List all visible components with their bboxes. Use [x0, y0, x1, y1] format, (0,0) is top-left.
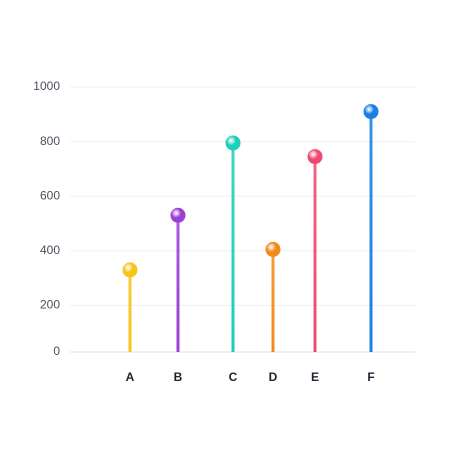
x-tick-label: F: [367, 370, 374, 384]
y-tick-label: 600: [40, 188, 60, 202]
x-tick-label: E: [311, 370, 319, 384]
dot: [307, 149, 323, 165]
stem: [231, 142, 235, 352]
dot: [265, 241, 281, 257]
stem: [313, 156, 317, 352]
y-tick-label: 0: [53, 344, 60, 358]
x-tick-label: C: [229, 370, 238, 384]
stem: [176, 215, 180, 352]
y-tick-label: 200: [40, 298, 60, 312]
dot: [170, 207, 186, 223]
x-tick-label: D: [269, 370, 278, 384]
dot: [363, 104, 379, 120]
y-tick-label: 1000: [33, 79, 60, 93]
y-tick-label: 400: [40, 243, 60, 257]
stem: [369, 111, 373, 352]
x-tick-label: A: [126, 370, 135, 384]
stem: [271, 249, 275, 352]
dot: [225, 135, 241, 151]
x-tick-label: B: [174, 370, 183, 384]
stem: [128, 269, 132, 352]
y-tick-label: 800: [40, 134, 60, 148]
dot: [122, 262, 138, 278]
